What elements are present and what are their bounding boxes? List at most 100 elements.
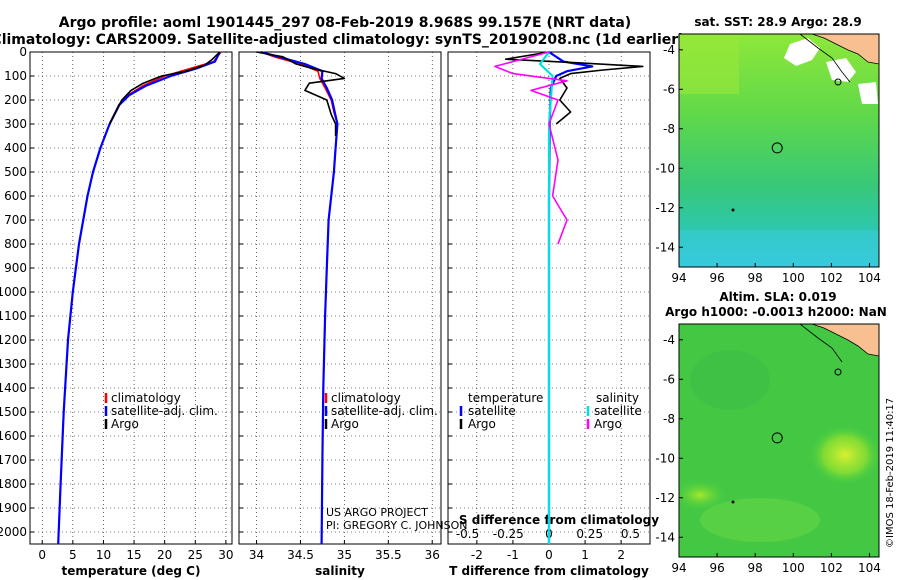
legend-label: Argo (468, 417, 496, 431)
y-tick-label: 1000 (0, 285, 27, 299)
top-axis-label: S difference from climatology (459, 513, 659, 527)
sst-warm-patch (679, 34, 739, 94)
map-y-tick-label: -8 (663, 122, 675, 136)
project-credit-line2: PI: GREGORY C. JOHNSON (326, 519, 467, 532)
map-y-tick-label: -14 (655, 240, 675, 254)
series-line-argo_salinity_diff (494, 51, 568, 245)
top-tick-label: 0.5 (621, 527, 640, 541)
map-x-tick-label: 94 (671, 561, 686, 575)
x-axis-label: salinity (315, 564, 365, 578)
sla-island (834, 368, 842, 376)
sla-argo-position-marker (771, 432, 783, 444)
legend-label: Argo (111, 417, 139, 431)
sla-coastline (799, 324, 843, 363)
temperature-profile-panel: 0100200300400500600700800900100011001200… (0, 45, 234, 578)
map-x-tick-label: 98 (748, 271, 763, 285)
y-tick-label: 1200 (0, 333, 27, 347)
figure-title-line1: Argo profile: aoml 1901445_297 08-Feb-20… (59, 15, 631, 31)
y-tick-label: 1600 (0, 429, 27, 443)
map-x-tick-label: 94 (671, 271, 686, 285)
top-tick-label: 0.25 (576, 527, 603, 541)
map-y-tick-label: -12 (655, 201, 675, 215)
x-tick-label: 25 (188, 548, 203, 562)
sst-cloud-gap (858, 82, 878, 104)
x-axis-label: temperature (deg C) (62, 564, 201, 578)
map-x-tick-label: 102 (820, 561, 843, 575)
y-tick-label: 1500 (0, 405, 27, 419)
map-y-tick-label: -4 (663, 43, 675, 57)
series-line-argo (504, 51, 644, 125)
sla-map-subtitle: Argo h1000: -0.0013 h2000: NaN (665, 305, 887, 319)
legend-title: salinity (596, 391, 639, 405)
y-tick-label: 1700 (0, 453, 27, 467)
project-credit-line1: US ARGO PROJECT (326, 506, 428, 519)
sla-high-anomaly (809, 425, 879, 485)
legend-label: climatology (331, 391, 401, 405)
x-tick-label: 35.5 (375, 548, 402, 562)
x-tick-label: 20 (157, 548, 172, 562)
sla-map-frame (678, 323, 880, 558)
sst-island (834, 78, 842, 86)
y-tick-label: 2000 (0, 525, 27, 539)
sst-coastline (799, 34, 851, 83)
map-y-tick-label: -4 (663, 333, 675, 347)
y-tick-label: 1800 (0, 477, 27, 491)
map-y-tick-label: -10 (655, 161, 675, 175)
map-y-tick-label: -12 (655, 491, 675, 505)
x-tick-label: 10 (96, 548, 111, 562)
y-tick-label: 1100 (0, 309, 27, 323)
series-line-argo (256, 51, 346, 136)
sla-island (731, 500, 735, 504)
sst-map-axes: 94 96 98 100 102 104 -4 -6 -8 -10 -12 -14 (655, 43, 881, 285)
y-tick-label: 300 (4, 117, 27, 131)
map-y-tick-label: -6 (663, 372, 675, 386)
y-tick-label: 1400 (0, 381, 27, 395)
legend-label: satellite-adj. clim. (111, 404, 218, 418)
sst-argo-position-marker (771, 142, 783, 154)
sst-map-frame (678, 33, 880, 268)
sst-island (731, 208, 735, 212)
sla-map-axes: 94 96 98 100 102 104 -4 -6 -8 -10 -12 -14 (655, 333, 881, 575)
y-tick-label: 600 (4, 189, 27, 203)
y-tick-label: 400 (4, 141, 27, 155)
legend-label: satellite (594, 404, 642, 418)
y-tick-label: 100 (4, 69, 27, 83)
y-tick-label: 900 (4, 261, 27, 275)
y-tick-label: 200 (4, 93, 27, 107)
map-y-tick-label: -14 (655, 530, 675, 544)
map-y-tick-label: -8 (663, 412, 675, 426)
sst-map-panel: sat. SST: 28.9 Argo: 28.9 94 96 98 100 102 10… (655, 15, 881, 285)
map-y-tick-label: -10 (655, 451, 675, 465)
legend-title: temperature (468, 391, 543, 405)
x-tick-label: 5 (69, 548, 77, 562)
y-tick-label: 500 (4, 165, 27, 179)
map-x-tick-label: 96 (709, 271, 724, 285)
salinity-profile-panel: 34 34.5 35 35.5 36 salinity climatologysatelli… (238, 50, 442, 578)
sla-moderate-band (700, 498, 820, 542)
figure-title-line2: Climatology: CARS2009. Satellite-adjuste… (0, 32, 685, 48)
map-x-tick-label: 104 (858, 561, 881, 575)
y-tick-label: 0 (19, 45, 27, 59)
plot-area (238, 51, 442, 545)
legend-label: Argo (331, 417, 359, 431)
x-tick-label: -2 (471, 548, 483, 562)
y-tick-label: 800 (4, 237, 27, 251)
imos-timestamp: ©IMOS 18-Feb-2019 11:40:17 (885, 398, 896, 548)
sla-landmass (811, 324, 879, 357)
map-x-tick-label: 102 (820, 271, 843, 285)
x-tick-label: 2 (617, 548, 625, 562)
x-tick-label: 0 (38, 548, 46, 562)
sla-map-panel: Altim. SLA: 0.019 Argo h1000: -0.0013 h2… (655, 290, 886, 575)
sla-low-anomaly (690, 350, 770, 410)
x-tick-label: 36 (425, 548, 440, 562)
legend-label: Argo (594, 417, 622, 431)
x-tick-label: 30 (218, 548, 233, 562)
sla-map-title: Altim. SLA: 0.019 (719, 290, 836, 304)
sst-cloud-gap (784, 38, 820, 66)
x-tick-label: -1 (507, 548, 519, 562)
map-y-tick-label: -6 (663, 82, 675, 96)
x-tick-label: 34 (249, 548, 264, 562)
plot-area (29, 51, 233, 545)
y-tick-label: 700 (4, 213, 27, 227)
